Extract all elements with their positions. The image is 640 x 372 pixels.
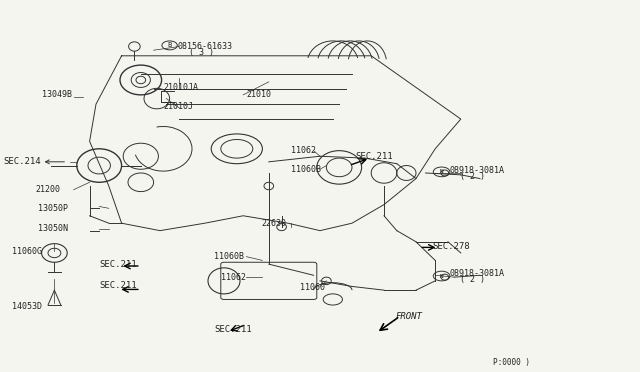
Text: SEC.211: SEC.211 — [356, 153, 394, 161]
Text: SEC.211: SEC.211 — [99, 281, 137, 290]
Text: SEC.214: SEC.214 — [3, 157, 41, 166]
Text: 08156-61633: 08156-61633 — [178, 42, 233, 51]
Text: SEC.278: SEC.278 — [433, 242, 470, 251]
Text: B: B — [168, 42, 172, 48]
Text: ( 2 ): ( 2 ) — [460, 172, 484, 181]
Text: 13050P: 13050P — [38, 204, 68, 213]
Text: 21200: 21200 — [35, 185, 60, 194]
Text: SEC.211: SEC.211 — [214, 325, 252, 334]
Text: 11060B: 11060B — [291, 165, 321, 174]
Text: ( 3 ): ( 3 ) — [189, 48, 214, 57]
Text: 11060B: 11060B — [214, 252, 244, 261]
Text: 08918-3081A: 08918-3081A — [450, 269, 505, 278]
Text: 13050N: 13050N — [38, 224, 68, 233]
Text: 11060G: 11060G — [12, 247, 42, 256]
Text: 08918-3081A: 08918-3081A — [450, 166, 505, 175]
Text: 11062: 11062 — [291, 146, 316, 155]
Text: 21010: 21010 — [246, 90, 271, 99]
Text: N: N — [440, 169, 444, 174]
Text: P:0000 ): P:0000 ) — [493, 358, 530, 367]
Text: ( 2 ): ( 2 ) — [460, 275, 484, 284]
Text: 13049B: 13049B — [42, 90, 72, 99]
Text: SEC.211: SEC.211 — [99, 260, 137, 269]
Text: N: N — [440, 273, 444, 279]
Text: 14053D: 14053D — [12, 302, 42, 311]
Text: FRONT: FRONT — [396, 312, 422, 321]
Text: 11060: 11060 — [300, 283, 324, 292]
Text: 22630: 22630 — [261, 219, 286, 228]
Text: 11062: 11062 — [221, 273, 246, 282]
Text: 21010JA: 21010JA — [163, 83, 198, 92]
Text: 21010J: 21010J — [163, 102, 193, 110]
